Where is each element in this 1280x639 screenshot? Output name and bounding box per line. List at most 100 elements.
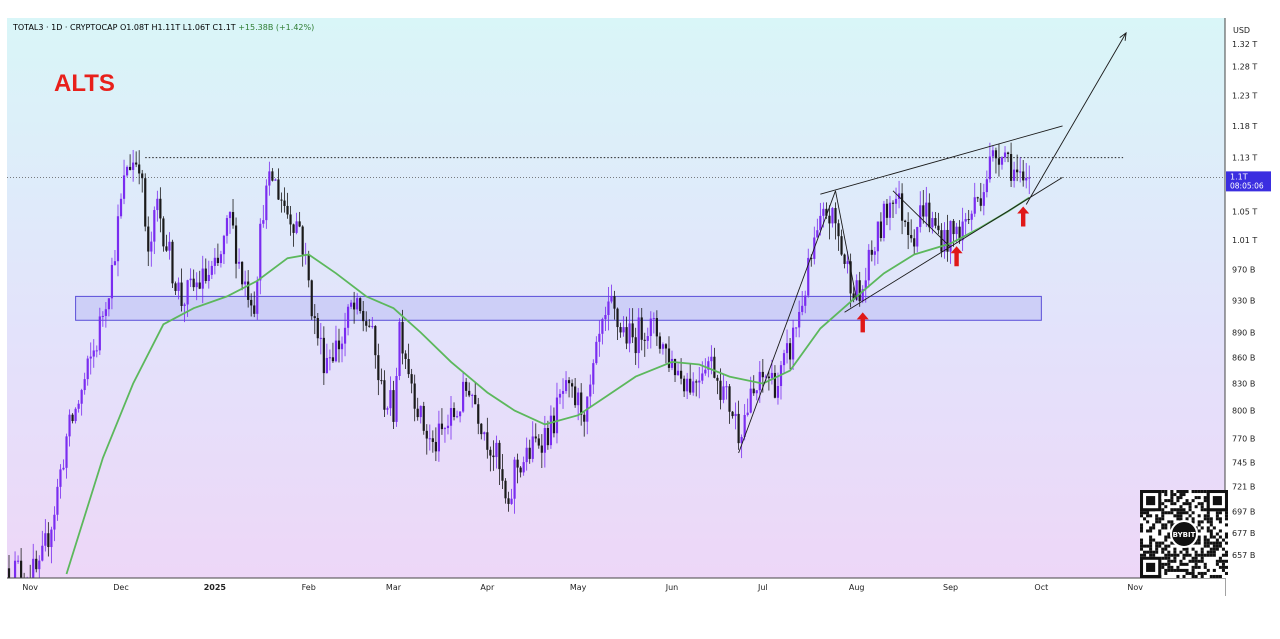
candle-bearish bbox=[141, 173, 144, 179]
qr-module bbox=[1167, 535, 1171, 539]
qr-module bbox=[1203, 517, 1207, 521]
qr-module bbox=[1215, 511, 1219, 515]
qr-module bbox=[1188, 571, 1192, 575]
candle-bullish bbox=[916, 227, 919, 247]
candle-bullish bbox=[704, 369, 707, 374]
qr-module bbox=[1200, 490, 1204, 494]
qr-module bbox=[1209, 541, 1213, 545]
candle-bearish bbox=[20, 560, 23, 579]
candle-bullish bbox=[955, 226, 958, 235]
qr-module bbox=[1182, 568, 1186, 572]
qr-module bbox=[1218, 517, 1222, 521]
qr-module bbox=[1149, 514, 1153, 518]
candle-bullish bbox=[604, 315, 607, 320]
qr-module bbox=[1173, 553, 1177, 557]
candle-bullish bbox=[707, 361, 710, 370]
qr-module bbox=[1212, 550, 1216, 554]
candle-bullish bbox=[219, 254, 223, 264]
qr-module bbox=[1206, 541, 1210, 545]
y-tick-label: 1.23 T bbox=[1232, 92, 1257, 101]
candle-bullish bbox=[864, 280, 867, 290]
candle-bearish bbox=[486, 432, 489, 450]
qr-module bbox=[1224, 565, 1228, 569]
candle-bullish bbox=[104, 309, 107, 316]
candle-bullish bbox=[262, 220, 265, 224]
candle-bullish bbox=[1003, 152, 1007, 158]
candle-bearish bbox=[380, 380, 383, 382]
time-axis-panel bbox=[7, 578, 1225, 596]
candle-bearish bbox=[716, 377, 719, 381]
qr-module bbox=[1170, 493, 1174, 497]
candle-bearish bbox=[679, 370, 683, 379]
price-chart[interactable]: USD 1.32 T 1.28 T 1.23 T 1.18 T 1.13 T 1.05 T 1… bbox=[7, 18, 1272, 596]
qr-module bbox=[1191, 565, 1195, 569]
candle-bullish bbox=[846, 261, 849, 264]
candle-bullish bbox=[592, 363, 595, 385]
candle-bearish bbox=[885, 203, 889, 218]
qr-module bbox=[1197, 538, 1201, 542]
qr-module bbox=[1143, 544, 1147, 548]
qr-module bbox=[1152, 538, 1156, 542]
candle-bearish bbox=[204, 268, 207, 281]
qr-module bbox=[1191, 556, 1195, 560]
candle-bullish bbox=[867, 249, 870, 281]
qr-module bbox=[1215, 532, 1219, 536]
candle-bullish bbox=[692, 381, 695, 393]
qr-module bbox=[1140, 529, 1144, 533]
candle-bullish bbox=[325, 357, 328, 374]
candle-bullish bbox=[244, 281, 247, 285]
candle-bullish bbox=[770, 372, 774, 379]
qr-module bbox=[1194, 565, 1198, 569]
candle-bearish bbox=[673, 358, 677, 376]
candle-bullish bbox=[189, 278, 192, 281]
qr-module bbox=[1194, 490, 1198, 494]
qr-module bbox=[1206, 550, 1210, 554]
qr-module bbox=[1215, 559, 1219, 563]
candle-bullish bbox=[334, 340, 338, 362]
candle-bearish bbox=[767, 376, 770, 379]
candle-bullish bbox=[471, 394, 474, 396]
candle-bullish bbox=[785, 343, 789, 354]
candle-bearish bbox=[283, 200, 286, 206]
qr-module bbox=[1158, 529, 1162, 533]
candle-bullish bbox=[543, 427, 546, 453]
candle-bearish bbox=[416, 408, 419, 418]
candle-bullish bbox=[44, 533, 47, 546]
candle-bearish bbox=[165, 246, 168, 251]
candle-bearish bbox=[310, 280, 313, 317]
candle-bearish bbox=[35, 558, 38, 570]
qr-module bbox=[1164, 544, 1168, 548]
bybit-qr-code: BYBIT bbox=[1140, 490, 1228, 578]
candle-bullish bbox=[795, 327, 798, 329]
candle-bearish bbox=[958, 226, 961, 241]
change-value: +15.38B (+1.42%) bbox=[238, 23, 315, 32]
qr-module bbox=[1221, 562, 1225, 566]
qr-module bbox=[1164, 523, 1168, 527]
qr-module bbox=[1164, 499, 1168, 503]
qr-module bbox=[1209, 553, 1213, 557]
candle-bearish bbox=[891, 202, 895, 204]
qr-module bbox=[1197, 496, 1201, 500]
candle-bullish bbox=[210, 265, 213, 275]
qr-module bbox=[1182, 493, 1186, 497]
qr-module bbox=[1164, 568, 1168, 572]
qr-module bbox=[1191, 511, 1195, 515]
candle-bearish bbox=[7, 568, 11, 582]
qr-module bbox=[1179, 559, 1183, 563]
candle-bullish bbox=[328, 357, 332, 359]
candle-bullish bbox=[628, 323, 631, 344]
qr-module bbox=[1152, 550, 1156, 554]
candle-bullish bbox=[483, 432, 486, 435]
candle-bullish bbox=[110, 264, 114, 299]
candle-bullish bbox=[734, 413, 737, 417]
qr-module bbox=[1146, 550, 1150, 554]
qr-module bbox=[1155, 544, 1159, 548]
qr-module bbox=[1200, 508, 1204, 512]
candle-bullish bbox=[792, 327, 795, 360]
qr-module bbox=[1224, 571, 1228, 575]
y-tick-label: 830 B bbox=[1232, 380, 1255, 389]
candle-bearish bbox=[997, 158, 1001, 165]
candle-bullish bbox=[92, 350, 95, 357]
qr-module bbox=[1224, 550, 1228, 554]
up-arrow-icon bbox=[950, 246, 963, 267]
